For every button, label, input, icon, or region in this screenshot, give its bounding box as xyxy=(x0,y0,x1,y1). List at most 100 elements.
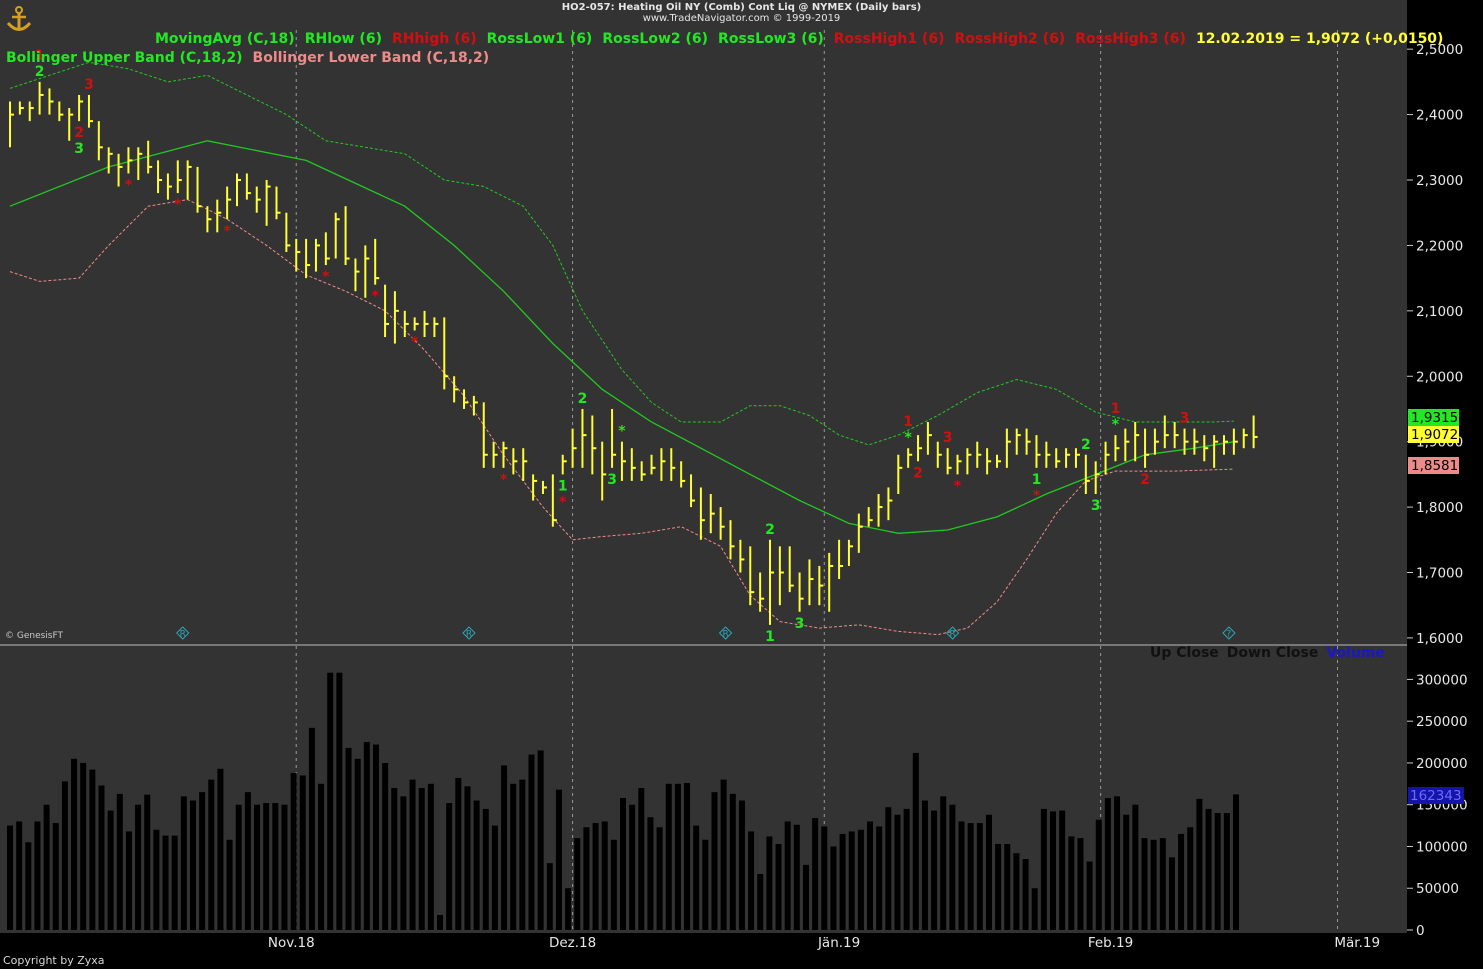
volume-bar xyxy=(473,800,480,930)
volume-bar xyxy=(382,762,389,930)
price-bar xyxy=(897,454,903,494)
price-bar xyxy=(719,507,725,540)
plot-background xyxy=(0,0,1407,933)
price-bar xyxy=(670,448,676,481)
volume-bar xyxy=(519,779,526,930)
price-bar xyxy=(285,212,291,252)
volume-tick-label: 50000 xyxy=(1416,881,1459,897)
ross-marker: * xyxy=(618,424,626,440)
volume-bar xyxy=(711,792,718,930)
price-bar xyxy=(48,88,54,115)
volume-last-value-box xyxy=(1408,787,1464,804)
volume-last-value: 162343 xyxy=(1410,788,1462,804)
price-labels: 1,9315 1,9072 1,8581 162343 xyxy=(1408,409,1464,804)
price-bar xyxy=(907,448,913,468)
volume-tick-label: 100000 xyxy=(1416,839,1468,855)
legend-entry: RossLow1 (6) xyxy=(486,31,593,47)
volume-bar xyxy=(1022,859,1029,930)
price-bar xyxy=(1035,435,1041,468)
price-bar xyxy=(196,166,202,213)
volume-bar xyxy=(71,758,78,930)
legend-entry: Bollinger Upper Band (C,18,2) xyxy=(6,50,243,66)
volume-bar xyxy=(894,814,901,930)
volume-bar xyxy=(748,831,755,930)
volume-bar xyxy=(793,824,800,930)
volume-bars xyxy=(7,672,1239,930)
price-bar xyxy=(986,448,992,475)
price-bar xyxy=(630,448,636,481)
volume-bar xyxy=(217,768,224,930)
price-bar xyxy=(1045,441,1051,468)
r-marker-label: R xyxy=(180,630,186,640)
volume-bar xyxy=(665,783,672,930)
legend-entry: RossHigh3 (6) xyxy=(1075,31,1186,47)
price-bar xyxy=(1252,415,1258,449)
price-tick-label: 2,1000 xyxy=(1416,304,1463,320)
upper-band-value: 1,9315 xyxy=(1411,410,1458,426)
price-bar xyxy=(275,186,281,220)
ross-marker: 2 xyxy=(913,465,923,481)
price-bar xyxy=(828,552,834,612)
legend-entry: RHlow (6) xyxy=(304,31,382,47)
chart-header-line1: HO2-057: Heating Oil NY (Comb) Cont Liq … xyxy=(561,2,922,13)
ross-marker: 1 xyxy=(1111,401,1121,417)
price-bar xyxy=(384,284,390,337)
price-bars xyxy=(9,81,1258,625)
volume-bar xyxy=(1205,808,1212,930)
price-bar xyxy=(295,238,301,272)
volume-bar xyxy=(501,765,508,930)
price-bar xyxy=(216,199,222,233)
price-tick-label: 2,2000 xyxy=(1416,238,1463,254)
volume-bar xyxy=(638,788,645,930)
volume-bar xyxy=(976,823,983,930)
volume-bar xyxy=(455,777,462,930)
volume-bar xyxy=(1013,853,1020,930)
volume-bar xyxy=(528,754,535,930)
price-bar xyxy=(877,494,883,527)
price-bar xyxy=(472,395,478,416)
legend-entry: Up Close xyxy=(1150,645,1219,661)
volume-bar xyxy=(921,800,928,930)
price-bar xyxy=(532,474,538,501)
volume-tick-label: 300000 xyxy=(1416,672,1468,688)
r-marker: R xyxy=(945,626,960,640)
volume-bar xyxy=(372,744,379,930)
price-bar xyxy=(463,389,469,409)
price-bar xyxy=(1094,461,1100,494)
price-bar xyxy=(255,186,261,213)
ross-marker: * xyxy=(125,177,133,193)
price-bar xyxy=(1005,428,1011,468)
volume-bar xyxy=(958,821,965,930)
price-bar xyxy=(541,480,547,494)
volume-bar xyxy=(199,792,206,930)
price-bar xyxy=(926,422,932,455)
volume-bar xyxy=(89,769,96,930)
volume-bar xyxy=(1068,836,1075,930)
price-bar xyxy=(1025,428,1031,455)
volume-bar xyxy=(912,752,919,930)
ross-marker: * xyxy=(559,494,567,510)
volume-bar xyxy=(684,782,691,930)
r-marker-label: R xyxy=(466,630,472,640)
legend-entry: RossHigh2 (6) xyxy=(954,31,1066,47)
price-bar xyxy=(729,520,735,560)
volume-bar xyxy=(693,825,700,930)
chart-header: HO2-057: Heating Oil NY (Comb) Cont Liq … xyxy=(0,2,1483,24)
price-bar xyxy=(611,408,617,468)
price-bar xyxy=(808,559,814,606)
price-bar xyxy=(38,81,44,115)
volume-bar xyxy=(1031,888,1038,930)
copyright-text: Copyright by Zyxa xyxy=(3,954,105,967)
r-marker-diamond xyxy=(945,626,960,640)
r-marker-diamond xyxy=(462,626,476,640)
volume-bar xyxy=(583,827,590,930)
anchor-logo-icon xyxy=(4,4,34,34)
volume-bar xyxy=(702,839,709,930)
price-bar xyxy=(838,539,844,580)
price-bar xyxy=(1203,435,1209,462)
price-bar xyxy=(699,487,705,540)
volume-tick-label: 0 xyxy=(1416,923,1425,939)
price-bar xyxy=(107,147,113,174)
price-bar xyxy=(186,160,192,200)
